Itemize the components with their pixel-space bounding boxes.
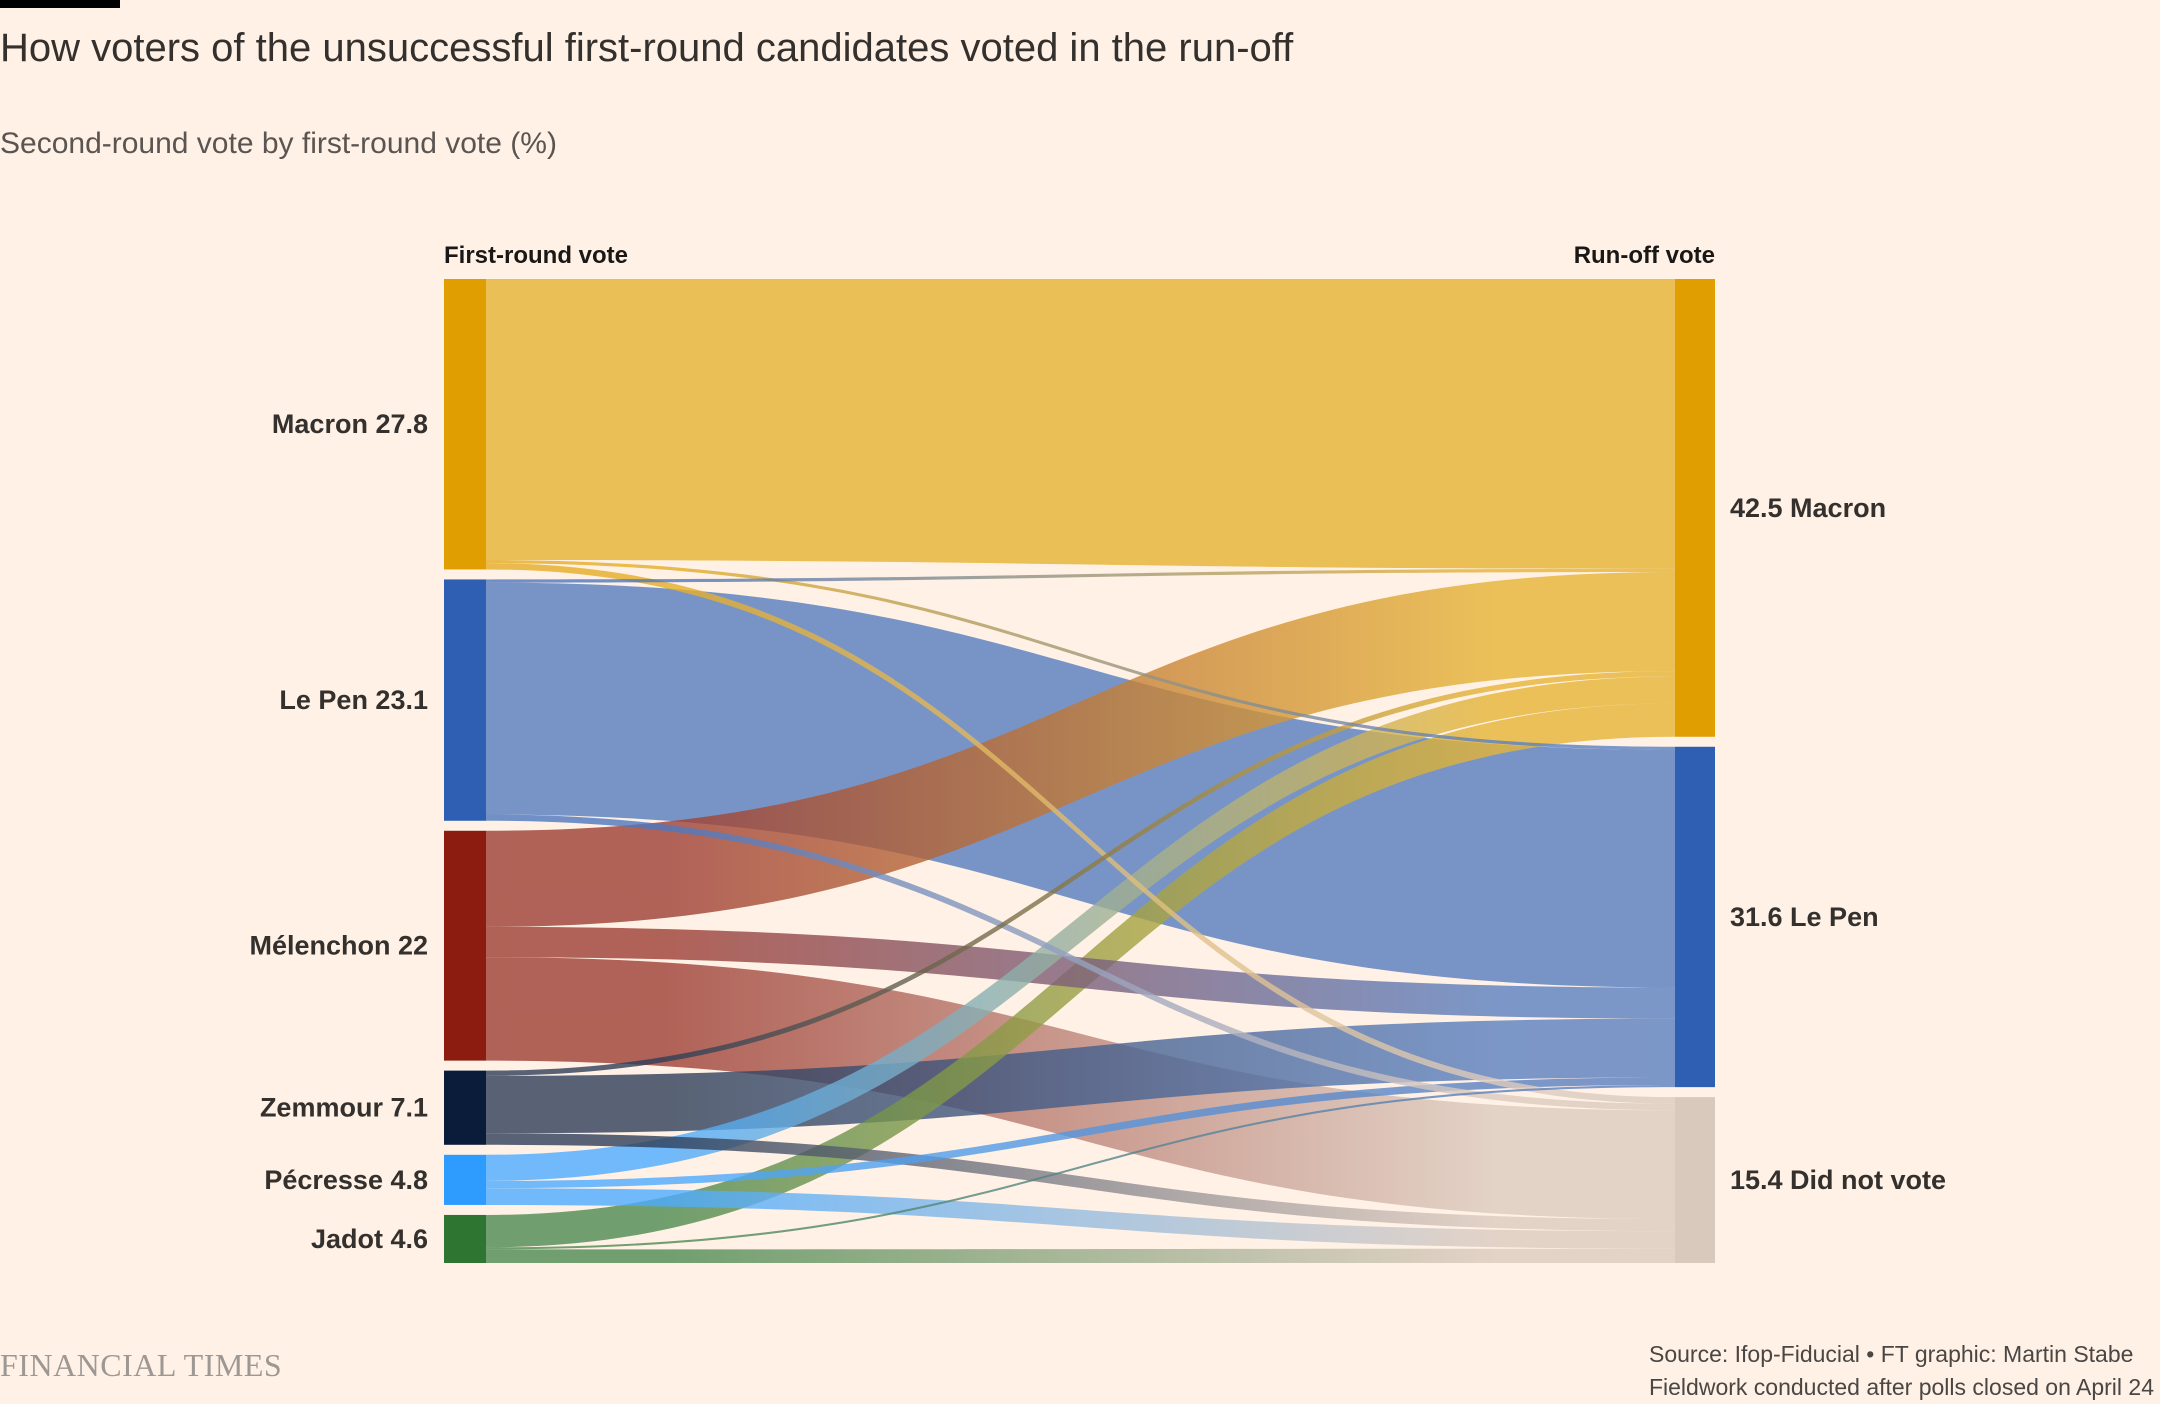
flow-melenchon1-to-lepen2 — [486, 926, 1675, 1019]
nodes-group — [444, 279, 1715, 1263]
source-node-macron1 — [444, 279, 486, 570]
chart-title: How voters of the unsuccessful first-rou… — [0, 26, 1294, 70]
fieldwork-note: Fieldwork conducted after polls closed o… — [1648, 1374, 2154, 1400]
source-label-jadot1: Jadot 4.6 — [311, 1224, 428, 1254]
flow-lepen1-to-dnv2 — [486, 814, 1675, 1111]
ft-logo: FINANCIAL TIMES — [0, 1347, 283, 1383]
target-node-dnv2 — [1675, 1097, 1715, 1263]
target-label-dnv2: 15.4 Did not vote — [1730, 1165, 1946, 1195]
right-column-label: Run-off vote — [1574, 242, 1715, 269]
top-accent-bar — [0, 0, 120, 8]
flow-pecresse1-to-macron2 — [486, 676, 1675, 1181]
target-node-lepen2 — [1675, 746, 1715, 1088]
source-line: Source: Ifop-Fiducial • FT graphic: Mart… — [1648, 1341, 2134, 1367]
flow-zemmour1-to-macron2 — [486, 671, 1675, 1076]
source-label-zemmour1: Zemmour 7.1 — [260, 1093, 428, 1123]
flow-pecresse1-to-dnv2 — [486, 1188, 1675, 1249]
source-note: Source: Ifop-Fiducial • FT graphic: Mart… — [1649, 1338, 2154, 1404]
chart-subtitle: Second-round vote by first-round vote (%… — [0, 127, 557, 160]
flow-macron1-to-lepen2 — [486, 560, 1675, 750]
flow-jadot1-to-lepen2 — [486, 1084, 1675, 1250]
source-label-macron1: Macron 27.8 — [272, 409, 428, 439]
target-label-lepen2: 31.6 Le Pen — [1730, 902, 1879, 932]
flow-macron1-to-macron2 — [486, 279, 1675, 569]
labels-group: Macron 27.8 Le Pen 23.1 Mélenchon 22 Zemmou… — [249, 242, 1946, 1254]
source-label-pecresse1: Pécresse 4.8 — [264, 1165, 428, 1195]
flow-melenchon1-to-macron2 — [486, 571, 1675, 927]
flow-macron1-to-dnv2 — [486, 563, 1675, 1104]
flow-lepen1-to-macron2 — [486, 568, 1675, 583]
source-node-jadot1 — [444, 1214, 486, 1263]
flow-pecresse1-to-lepen2 — [486, 1077, 1675, 1189]
source-label-lepen1: Le Pen 23.1 — [279, 685, 428, 715]
source-node-melenchon1 — [444, 830, 486, 1061]
flow-zemmour1-to-dnv2 — [486, 1133, 1675, 1232]
source-label-melenchon1: Mélenchon 22 — [249, 931, 428, 961]
left-column-label: First-round vote — [444, 242, 628, 269]
target-node-macron2 — [1675, 279, 1715, 737]
flows-group — [486, 279, 1675, 1263]
target-label-macron2: 42.5 Macron — [1730, 493, 1886, 523]
flow-jadot1-to-dnv2 — [486, 1248, 1675, 1263]
source-node-lepen1 — [444, 579, 486, 821]
source-node-pecresse1 — [444, 1154, 486, 1205]
source-node-zemmour1 — [444, 1070, 486, 1145]
